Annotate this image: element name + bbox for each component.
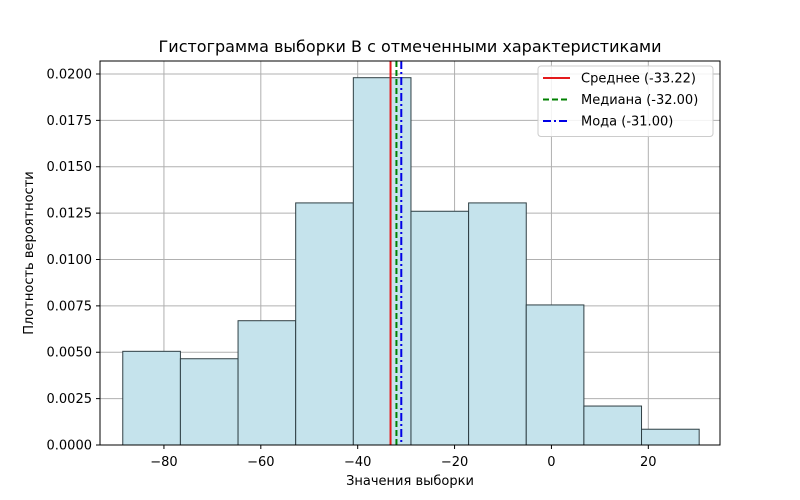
y-tick-label: 0.0200 (47, 67, 93, 82)
legend: Среднее (-33.22) Медиана (-32.00) Мода (-3… (537, 65, 714, 137)
legend-entry-label: Мода (-31.00) (581, 115, 673, 130)
y-tick-label: 0.0100 (47, 253, 93, 268)
x-axis-label: Значения выборки (346, 474, 474, 489)
legend-entry-label: Среднее (-33.22) (581, 72, 696, 87)
y-axis-ticks: 0.0000 0.0025 0.0050 0.0075 0.0100 0.0125 0.01… (47, 67, 100, 454)
plot-frame (99, 60, 721, 446)
x-tick-label: −60 (247, 455, 274, 470)
y-tick-label: 0.0075 (47, 299, 93, 314)
y-tick-label: 0.0175 (47, 114, 93, 129)
y-tick-label: 0.0150 (47, 160, 93, 175)
x-tick-label: −20 (441, 455, 468, 470)
histogram-bar (237, 320, 297, 446)
histogram-bar (179, 358, 239, 446)
y-tick-label: 0.0050 (47, 346, 93, 361)
legend-box (537, 65, 714, 137)
histogram-bar (641, 428, 700, 446)
x-tick-label: 20 (640, 455, 657, 470)
chart-title: Гистограмма выборки B с отмеченными хара… (159, 37, 662, 56)
histogram-bar (525, 304, 585, 446)
x-tick-label: −40 (344, 455, 371, 470)
y-tick-label: 0.0000 (47, 439, 93, 454)
histogram-bar (122, 350, 181, 446)
histogram-bar (352, 77, 412, 446)
histogram-bar (468, 202, 527, 446)
x-tick-label: 0 (547, 455, 555, 470)
bars-layer (122, 77, 700, 446)
y-tick-label: 0.0025 (47, 392, 93, 407)
legend-items: Среднее (-33.22) Медиана (-32.00) Мода (-3… (543, 72, 698, 130)
y-tick-label: 0.0125 (47, 207, 93, 222)
histogram-bar (410, 210, 470, 446)
x-axis-ticks: −80 −60 −40 −20 0 20 (150, 445, 657, 470)
legend-entry-label: Медиана (-32.00) (581, 93, 698, 108)
histogram-bar (583, 405, 643, 446)
x-tick-label: −80 (150, 455, 177, 470)
vlines-layer (389, 61, 403, 445)
histogram-bar (295, 202, 354, 446)
y-axis-label: Плотность вероятности (22, 171, 37, 334)
